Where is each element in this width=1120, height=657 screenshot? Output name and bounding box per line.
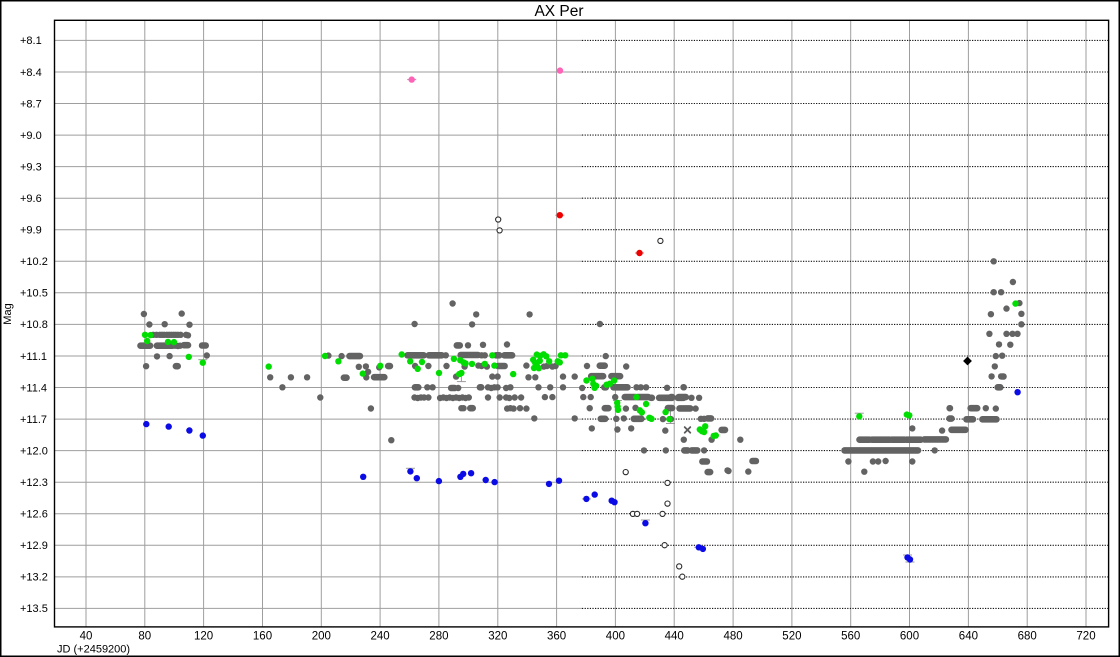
svg-text:+8.1: +8.1	[20, 35, 42, 47]
svg-text:280: 280	[429, 631, 448, 643]
svg-text:+11.7: +11.7	[20, 414, 47, 426]
svg-text:+12.9: +12.9	[20, 540, 48, 552]
svg-text:+13.2: +13.2	[20, 572, 48, 584]
svg-text:+12.0: +12.0	[20, 445, 48, 457]
svg-text:+9.6: +9.6	[20, 193, 42, 205]
svg-text:400: 400	[606, 631, 625, 643]
svg-text:160: 160	[253, 631, 272, 643]
svg-text:Mag: Mag	[2, 303, 14, 324]
svg-text:+9.9: +9.9	[20, 225, 42, 237]
svg-text:+11.1: +11.1	[20, 351, 47, 363]
svg-text:480: 480	[724, 631, 743, 643]
svg-text:240: 240	[371, 631, 390, 643]
svg-text:120: 120	[194, 631, 213, 643]
svg-text:640: 640	[959, 631, 978, 643]
svg-text:680: 680	[1018, 631, 1037, 643]
svg-text:+10.2: +10.2	[20, 256, 48, 268]
svg-text:+11.4: +11.4	[20, 382, 47, 394]
svg-text:360: 360	[547, 631, 566, 643]
svg-text:520: 520	[782, 631, 801, 643]
svg-text:+9.0: +9.0	[20, 130, 42, 142]
svg-text:+10.8: +10.8	[20, 319, 48, 331]
svg-text:AX Per: AX Per	[534, 3, 583, 20]
svg-text:320: 320	[488, 631, 507, 643]
svg-text:+8.4: +8.4	[20, 67, 42, 79]
svg-text:80: 80	[138, 631, 151, 643]
svg-text:440: 440	[665, 631, 684, 643]
svg-text:40: 40	[80, 631, 93, 643]
svg-text:720: 720	[1076, 631, 1095, 643]
svg-text:+10.5: +10.5	[20, 288, 48, 300]
svg-text:+9.3: +9.3	[20, 161, 42, 173]
svg-text:600: 600	[900, 631, 919, 643]
svg-text:+12.6: +12.6	[20, 509, 48, 521]
svg-text:+13.5: +13.5	[20, 603, 48, 615]
svg-text:+12.3: +12.3	[20, 477, 48, 489]
svg-text:+8.7: +8.7	[20, 98, 42, 110]
svg-text:JD (+2459200): JD (+2459200)	[57, 643, 130, 655]
svg-text:200: 200	[312, 631, 331, 643]
svg-text:560: 560	[841, 631, 860, 643]
